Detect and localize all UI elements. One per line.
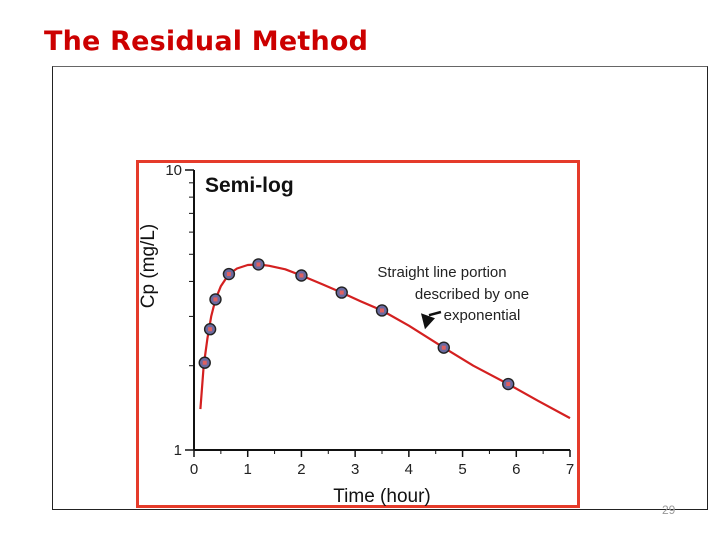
data-point-center xyxy=(441,345,446,350)
data-point-center xyxy=(380,308,384,313)
data-point xyxy=(502,377,515,391)
panel-label: Semi-log xyxy=(205,174,294,197)
x-tick-label: 3 xyxy=(351,461,359,478)
x-tick-label: 1 xyxy=(244,461,252,478)
annotation-line-3: exponential xyxy=(444,307,521,324)
annotation-line-2: described by one xyxy=(415,286,529,303)
y-tick-label: 1 xyxy=(174,442,182,459)
annotation-arrow-shaft xyxy=(428,310,442,317)
data-point-center xyxy=(226,272,231,277)
data-point xyxy=(375,304,389,317)
slide-title: The Residual Method xyxy=(44,26,369,57)
content-frame xyxy=(52,66,708,510)
data-point xyxy=(209,293,222,306)
data-point xyxy=(295,269,308,282)
data-point-center xyxy=(256,262,261,267)
page-number: 29 xyxy=(662,503,676,517)
y-tick-label: 10 xyxy=(165,162,182,179)
data-point-center xyxy=(299,273,304,278)
annotation-line-1: Straight line portion xyxy=(377,264,506,281)
x-tick-label: 0 xyxy=(190,461,198,478)
x-axis-title: Time (hour) xyxy=(333,486,430,507)
x-tick-label: 7 xyxy=(566,461,574,478)
data-point xyxy=(222,267,236,281)
x-tick-label: 6 xyxy=(512,461,520,478)
data-point-center xyxy=(213,297,218,302)
data-point-center xyxy=(208,327,213,332)
data-point xyxy=(335,286,348,299)
data-point xyxy=(203,323,217,336)
data-point xyxy=(437,341,450,354)
annotation-arrow-head xyxy=(420,313,435,330)
data-point-center xyxy=(506,382,511,387)
x-tick-label: 4 xyxy=(405,461,413,478)
data-points xyxy=(198,258,515,391)
annotation-arrow xyxy=(420,310,442,330)
data-point-center xyxy=(202,360,207,365)
x-tick-label: 5 xyxy=(458,461,466,478)
y-axis-title: Cp (mg/L) xyxy=(138,224,159,308)
x-tick-label: 2 xyxy=(297,461,305,478)
data-point xyxy=(198,356,211,369)
data-point-center xyxy=(339,290,344,295)
data-point xyxy=(252,258,265,271)
